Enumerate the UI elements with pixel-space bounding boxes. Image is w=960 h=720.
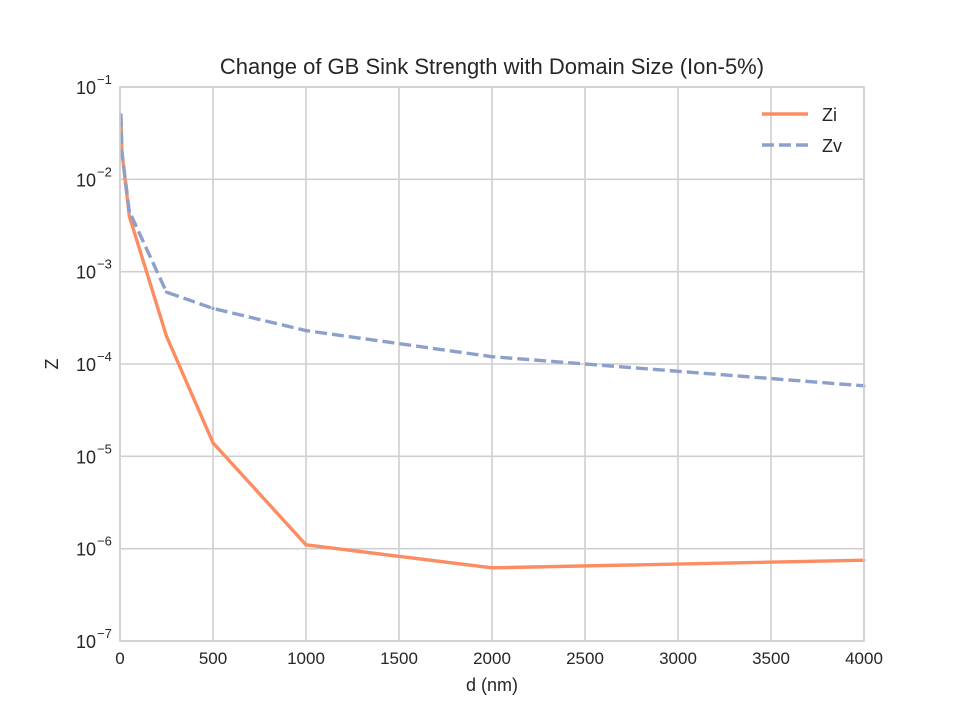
- x-tick-label: 1500: [380, 649, 418, 668]
- data-point-zi: [211, 441, 215, 445]
- y-tick-base: 10: [76, 447, 96, 467]
- y-tick-exponent: −5: [97, 441, 112, 456]
- y-tick-label: 10: [76, 447, 96, 467]
- y-tick-exponent: −2: [97, 164, 112, 179]
- data-point-zv: [164, 290, 169, 294]
- y-tick-exponent: −7: [97, 626, 112, 641]
- y-tick-labels: 10−710−610−510−410−310−210−1: [76, 72, 112, 652]
- x-tick-label: 2000: [473, 649, 511, 668]
- y-tick-exponent: −6: [97, 534, 112, 549]
- y-tick-label: 10: [76, 170, 96, 190]
- data-point-zi: [164, 334, 169, 338]
- y-tick-label: 10: [76, 263, 96, 283]
- x-tick-label: 500: [199, 649, 227, 668]
- legend-label-zi: Zi: [822, 105, 837, 125]
- x-tick-label: 4000: [845, 649, 883, 668]
- data-point-zi: [490, 566, 494, 570]
- data-point-zi: [304, 543, 308, 547]
- data-point-zv: [490, 355, 494, 359]
- y-tick-base: 10: [76, 170, 96, 190]
- legend: Zi Zv: [762, 105, 842, 156]
- y-tick-exponent: −4: [97, 349, 112, 364]
- x-tick-labels: 0 500 1000 1500 2000 2500 3000 3500 4000: [115, 649, 883, 668]
- data-point-zv: [211, 306, 215, 311]
- x-axis-label: d (nm): [466, 675, 518, 695]
- x-tick-label: 0: [115, 649, 124, 668]
- y-tick-label: 10: [76, 78, 96, 98]
- y-tick-base: 10: [76, 78, 96, 98]
- y-tick-base: 10: [76, 632, 96, 652]
- x-tick-label: 1000: [287, 649, 325, 668]
- x-tick-label: 3000: [659, 649, 697, 668]
- y-tick-base: 10: [76, 355, 96, 375]
- y-axis-label: Z: [42, 359, 62, 370]
- data-point-zv: [304, 329, 308, 333]
- data-point-zv: [127, 209, 131, 213]
- legend-label-zv: Zv: [822, 136, 842, 156]
- series-line-zv: [119, 114, 865, 388]
- data-point-zv: [120, 149, 124, 154]
- x-tick-label: 2500: [566, 649, 604, 668]
- y-tick-exponent: −1: [97, 72, 112, 87]
- series-line-zi: [119, 118, 865, 570]
- chart-title: Change of GB Sink Strength with Domain S…: [220, 54, 764, 79]
- y-tick-exponent: −3: [97, 257, 112, 272]
- plot-frame: [119, 86, 865, 642]
- y-tick-label: 10: [76, 540, 96, 560]
- y-tick-base: 10: [76, 263, 96, 283]
- y-tick-base: 10: [76, 540, 96, 560]
- x-tick-label: 3500: [752, 649, 790, 668]
- y-tick-label: 10: [76, 355, 96, 375]
- y-tick-label: 10: [76, 632, 96, 652]
